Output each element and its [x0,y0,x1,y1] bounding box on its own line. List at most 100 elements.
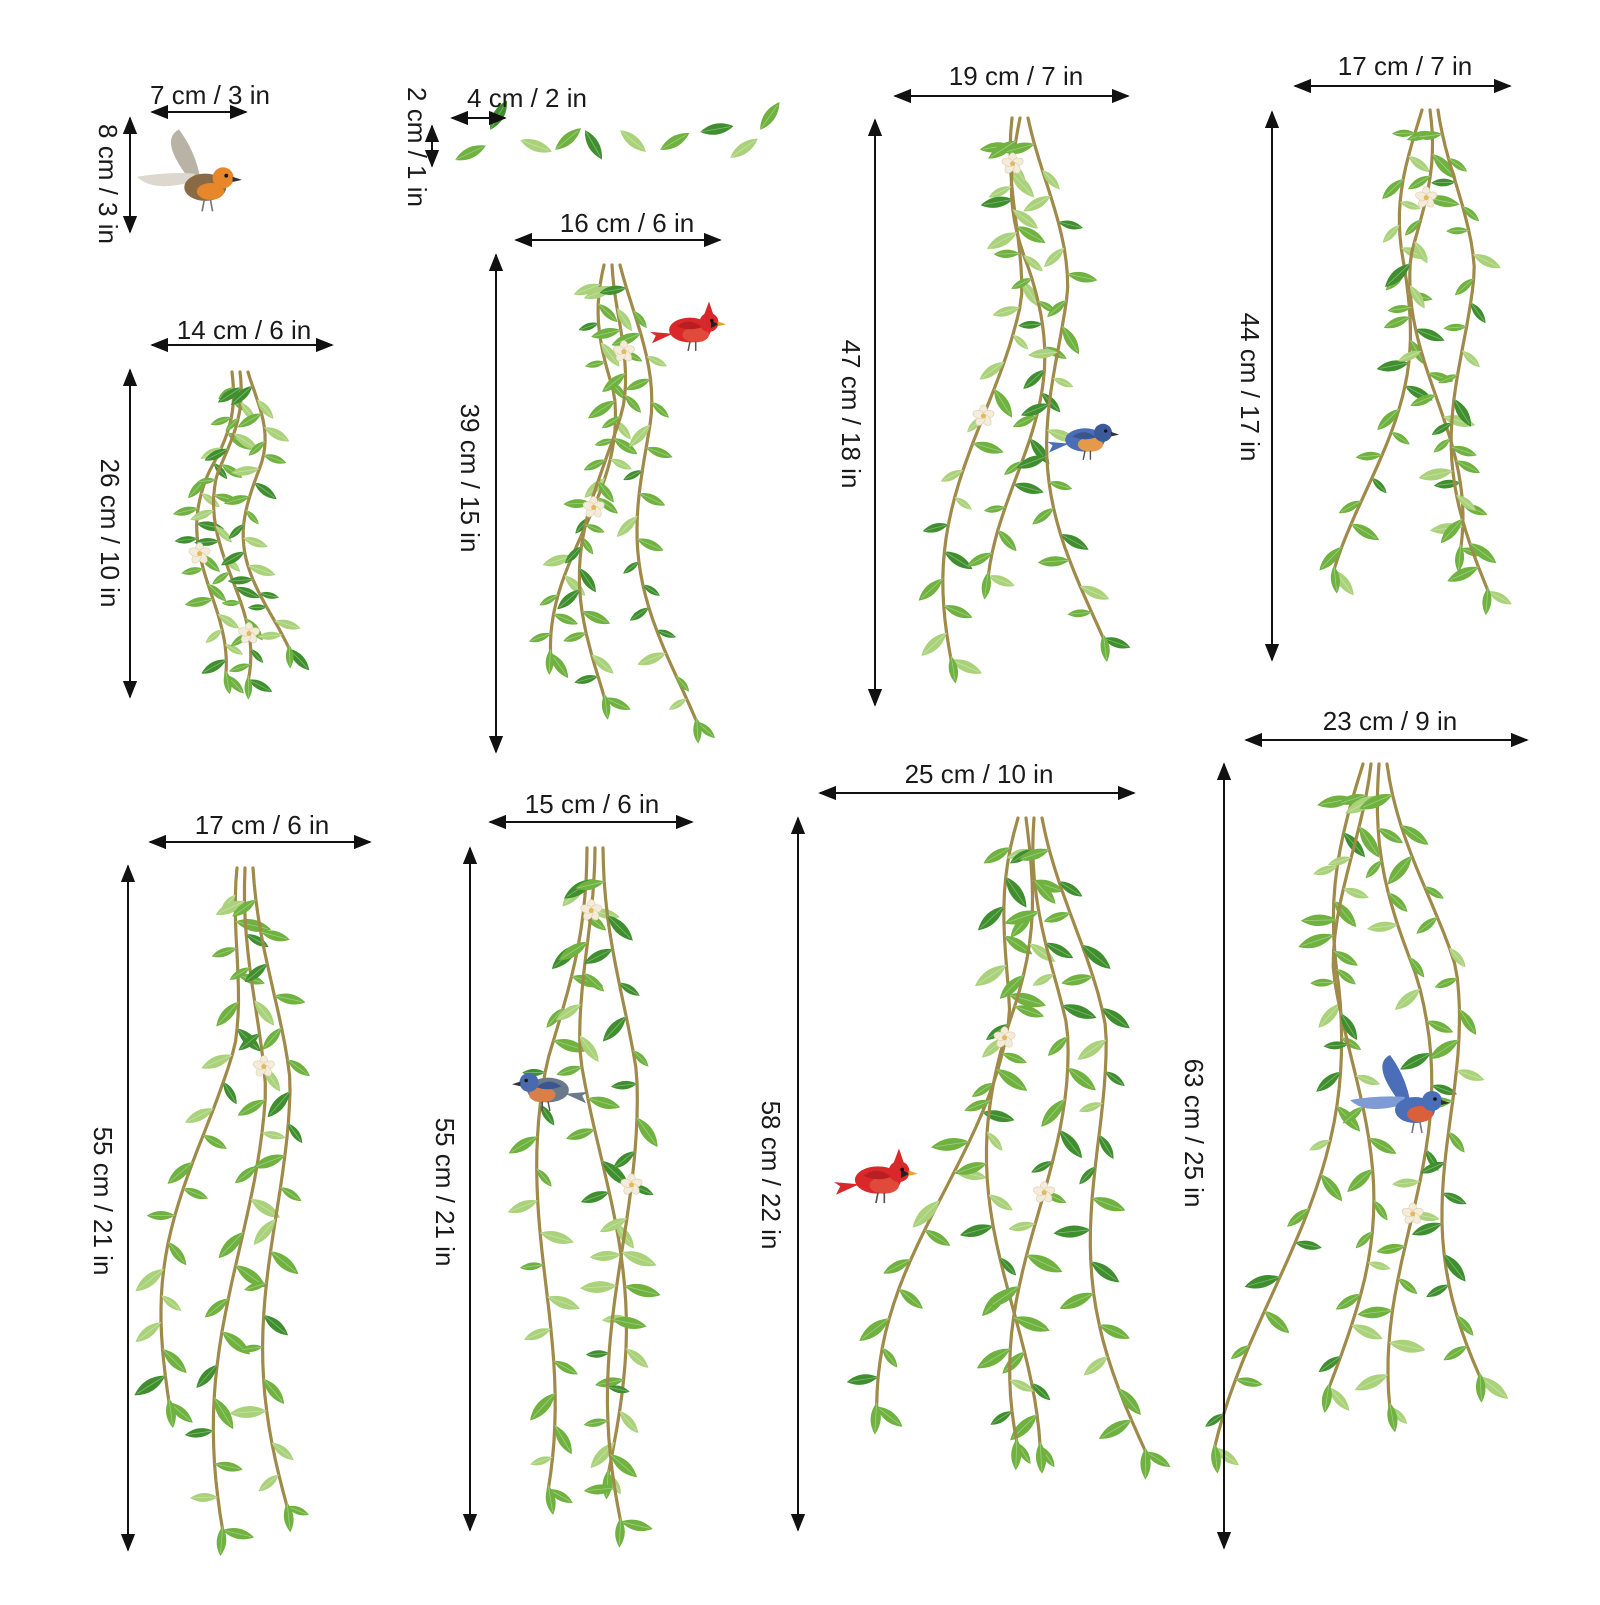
leaf [1472,254,1501,269]
vine-b-width-label: 16 cm / 6 in [559,208,695,238]
leaf [1387,855,1412,885]
leaf [1434,977,1458,988]
leaf [227,576,253,585]
vine-e-height-label: 55 cm / 21 in [88,1126,118,1276]
leaf [607,1385,630,1394]
leaf [280,1187,302,1202]
leaf [987,1131,1003,1151]
leaf [656,629,676,638]
leaf [271,1442,294,1461]
leaf [607,915,633,941]
leaf [898,1288,923,1309]
leaf [1355,1074,1381,1086]
leaf [1295,1240,1322,1250]
leaf [1316,1071,1341,1092]
leaf [253,1219,276,1245]
leaf [257,399,274,419]
leaf [584,948,613,964]
leaf [1367,1261,1391,1270]
leaf [1002,1351,1025,1374]
leaf [257,631,283,640]
leaf [1078,1102,1103,1113]
leaf [1031,1383,1051,1401]
vine-f-width-label: 15 cm / 6 in [524,789,660,819]
robin-height-label: 8 cm / 3 in [93,124,123,244]
leaf [1023,369,1045,389]
leaf [258,1474,279,1492]
leaf [1012,209,1039,229]
leaf [1329,1387,1350,1411]
leaf [550,652,569,679]
leaf [1100,634,1110,662]
leaf [981,571,991,600]
leaf [574,675,598,684]
leaf [676,675,690,692]
leaf [239,1344,263,1353]
leaf [623,561,639,574]
vine-d-width-label: 17 cm / 7 in [1337,51,1473,81]
leaf [1414,241,1428,264]
leaf [181,567,204,575]
leaf [1099,1134,1114,1159]
leaf [196,1364,218,1389]
leaf [625,378,651,391]
leaf [587,1096,621,1110]
vine-c-width-label: 19 cm / 7 in [948,61,1084,91]
leaf [1409,956,1425,978]
leaf [1318,1356,1341,1373]
leaf [288,1123,303,1144]
leaf [244,1282,267,1291]
leaf [287,1505,309,1516]
leaf [216,1001,239,1027]
leaf [954,497,972,510]
leaf [259,591,280,599]
leaf [612,1151,636,1169]
leaf [628,424,650,448]
leaf [1456,494,1477,512]
leaf [207,583,227,602]
leaf [1011,278,1032,289]
leaf [223,670,232,695]
leaf [951,659,983,674]
leaf [616,516,638,538]
leaf [1382,224,1400,243]
leaf [221,599,241,607]
vine-stem [875,816,1020,1409]
vine-stem [618,263,699,724]
leaf [870,1402,881,1435]
leaf [1433,438,1451,453]
leaf [243,537,268,548]
leaf [912,1200,940,1228]
leaf [1431,1084,1458,1096]
leaf [584,130,603,160]
leaf [244,675,253,700]
leaf [215,525,233,543]
leaf [1235,1377,1263,1387]
leaf [248,441,266,456]
leaf [624,1283,661,1298]
leaf [1300,914,1338,927]
vine-h-height-label: 63 cm / 25 in [1179,1058,1209,1208]
vine-c-height-label: 47 cm / 18 in [836,339,866,489]
cardinal-bird [650,301,727,352]
leaf [977,906,1004,931]
leaf [1338,500,1362,514]
leaf [1408,155,1430,173]
vine-g-width-label: 25 cm / 10 in [904,759,1054,789]
leaf [1016,455,1047,469]
leaf [1101,1008,1130,1029]
leaf [1103,637,1131,649]
leaf [619,982,640,996]
leaf [201,659,227,674]
leaf [1287,1208,1310,1227]
leaf [519,1262,544,1271]
leaf [1388,892,1408,912]
leaf [1367,921,1398,932]
leaf [289,648,310,671]
leaf [455,145,486,161]
leaf [580,1191,610,1203]
leaf [1479,1376,1509,1399]
blossom [238,622,260,644]
leaf [1005,876,1027,908]
leaf [578,322,599,331]
